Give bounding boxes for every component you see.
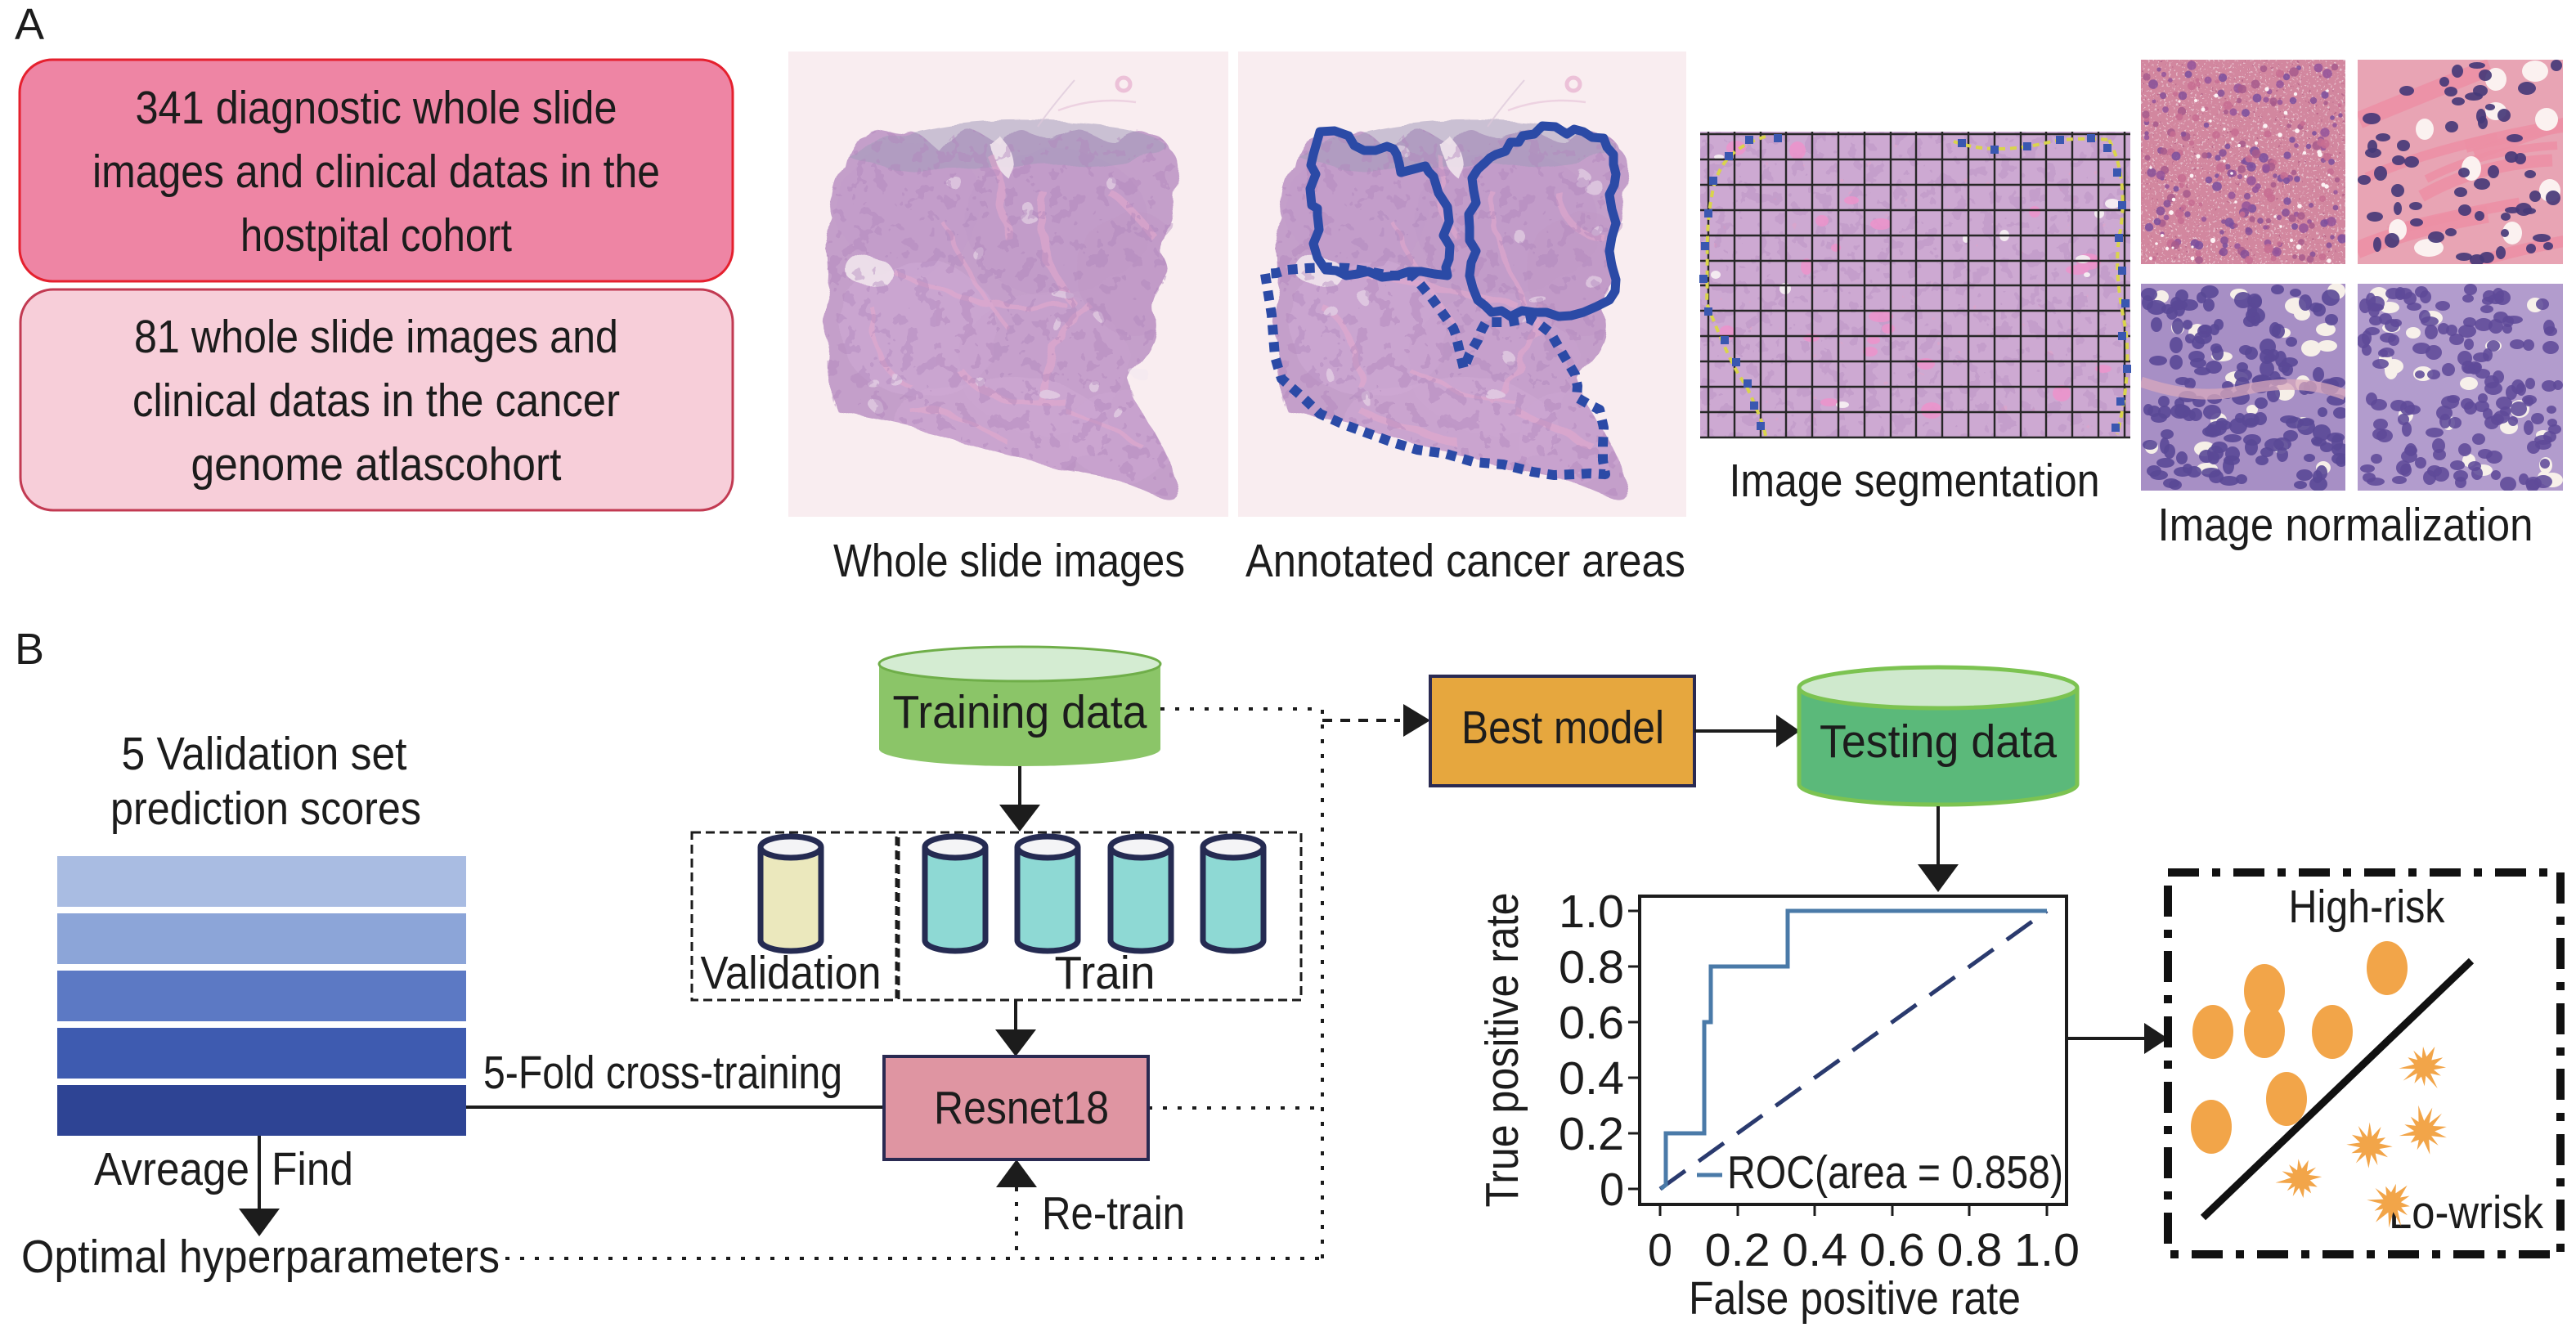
svg-text:Testing data: Testing data — [1820, 715, 2057, 768]
svg-text:1.0: 1.0 — [1559, 886, 1624, 938]
svg-text:0.8: 0.8 — [1559, 941, 1624, 993]
svg-text:ROC(area = 0.858): ROC(area = 0.858) — [1727, 1146, 2063, 1199]
svg-text:Training data: Training data — [893, 686, 1147, 738]
svg-text:0.6: 0.6 — [1559, 997, 1624, 1049]
svg-text:81 whole slide images and: 81 whole slide images and — [134, 311, 618, 363]
svg-text:Resnet18: Resnet18 — [934, 1082, 1109, 1134]
svg-text:0.6: 0.6 — [1860, 1224, 1925, 1276]
svg-text:0: 0 — [1600, 1164, 1624, 1216]
svg-text:False positive rate: False positive rate — [1689, 1272, 2021, 1325]
svg-text:0.2: 0.2 — [1559, 1108, 1624, 1160]
svg-text:Best model: Best model — [1461, 702, 1664, 754]
svg-text:341 diagnostic whole slide: 341 diagnostic whole slide — [136, 82, 617, 134]
svg-text:hostpital cohort: hostpital cohort — [240, 209, 512, 262]
svg-text:genome atlascohort: genome atlascohort — [191, 438, 562, 491]
svg-text:5 Validation set: 5 Validation set — [122, 728, 407, 780]
svg-text:0: 0 — [1648, 1224, 1672, 1276]
svg-text:Validation: Validation — [701, 947, 882, 999]
svg-text:0.2: 0.2 — [1705, 1224, 1770, 1276]
svg-text:Train: Train — [1055, 947, 1156, 999]
svg-text:B: B — [15, 625, 44, 674]
svg-text:0.8: 0.8 — [1936, 1224, 2002, 1276]
svg-text:Re-train: Re-train — [1042, 1187, 1185, 1240]
svg-text:A: A — [15, 0, 44, 49]
svg-text:0.4: 0.4 — [1782, 1224, 1847, 1276]
svg-text:0.4: 0.4 — [1559, 1052, 1624, 1105]
svg-text:Find: Find — [272, 1143, 353, 1195]
svg-text:Annotated cancer areas: Annotated cancer areas — [1245, 535, 1685, 587]
svg-text:5-Fold cross-training: 5-Fold cross-training — [483, 1047, 842, 1099]
svg-text:High-risk: High-risk — [2289, 881, 2445, 933]
svg-text:Image segmentation: Image segmentation — [1730, 455, 2100, 507]
svg-text:Lo-wrisk: Lo-wrisk — [2389, 1186, 2543, 1239]
svg-text:Avreage: Avreage — [94, 1143, 249, 1195]
svg-text:Whole slide images: Whole slide images — [833, 535, 1185, 587]
svg-text:images and clinical datas in t: images and clinical datas in the — [92, 146, 660, 198]
svg-text:1.0: 1.0 — [2014, 1224, 2080, 1276]
svg-text:Optimal hyperparameters: Optimal hyperparameters — [21, 1231, 500, 1283]
svg-text:clinical datas in the cancer: clinical datas in the cancer — [132, 374, 620, 427]
svg-text:Image normalization: Image normalization — [2158, 499, 2533, 551]
svg-text:True positive rate: True positive rate — [1476, 893, 1528, 1208]
svg-text:prediction scores: prediction scores — [110, 783, 421, 835]
